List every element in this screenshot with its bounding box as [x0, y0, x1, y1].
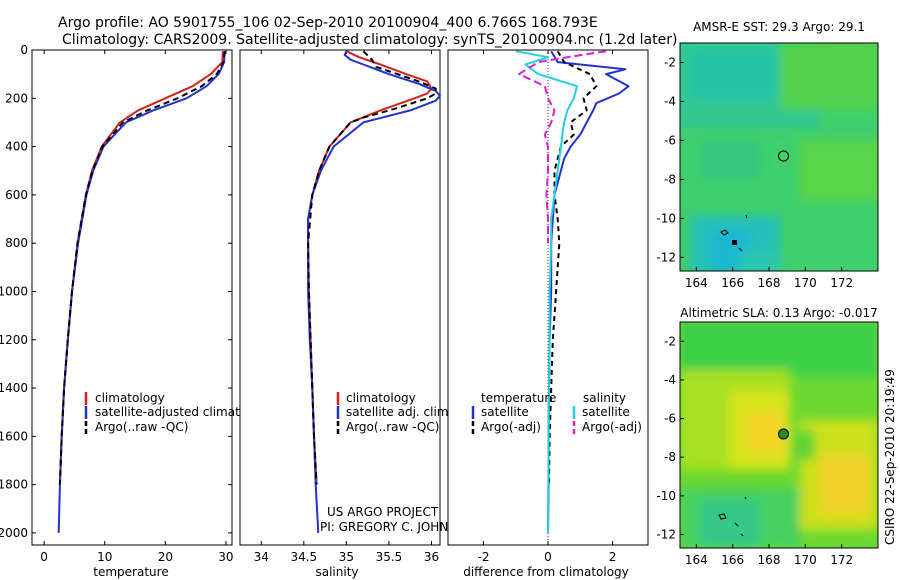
series-line-temperature-argo [548, 50, 598, 485]
legend-label-satellite: satellite-adjusted climatology [95, 405, 273, 419]
salinity-series [307, 50, 441, 533]
figure-title-line1: Argo profile: AO 5901755_106 02-Sep-2010… [58, 15, 598, 31]
map-y-tick-label: -6 [664, 412, 676, 426]
map-y-tick-label: -10 [656, 211, 676, 225]
temperature-xlabel: temperature [93, 565, 168, 579]
x-tick-label: 0 [40, 550, 48, 564]
x-tick-label: 34 [254, 550, 269, 564]
legend-label-satellite: satellite adj. clim. [346, 405, 452, 419]
sla-map-title: Altimetric SLA: 0.13 Argo: -0.017 [680, 306, 877, 320]
map-y-tick-label: -10 [656, 489, 676, 503]
legend-label-sal-satellite: satellite [582, 405, 630, 419]
legend-label-argo: Argo(..raw -QC) [95, 420, 188, 434]
map-x-tick-label: 164 [685, 553, 708, 567]
legend-header-salinity: salinity [583, 391, 626, 405]
sla-map-panel: Altimetric SLA: 0.13 Argo: -0.017 164 166… [656, 306, 879, 567]
map-y-tick-label: -12 [656, 250, 676, 264]
y-tick-label: 1000 [0, 284, 28, 298]
salinity-legend: climatology satellite adj. clim. Argo(..… [336, 391, 452, 434]
map-x-tick-label: 170 [794, 276, 817, 290]
x-tick-label: 35 [339, 550, 354, 564]
y-tick-label: 800 [5, 236, 28, 250]
argo-location-marker [778, 150, 789, 162]
sst-map-panel: AMSR-E SST: 29.3 Argo: 29.1 164 166 168 170… [656, 20, 879, 290]
legend-label-argo: Argo(..raw -QC) [346, 420, 439, 434]
difference-x-axis: -2 0 2 [477, 50, 616, 564]
salinity-panel: 34 34.5 35 35.5 36 salinity climatology sate… [239, 49, 474, 579]
project-credit: US ARGO PROJECT [327, 505, 439, 519]
y-tick-label: 600 [5, 188, 28, 202]
x-tick-label: 30 [218, 550, 233, 564]
salinity-axes-frame [239, 49, 441, 546]
map-x-tick-label: 168 [758, 553, 781, 567]
map-x-tick-label: 172 [830, 276, 853, 290]
y-tick-label: 1600 [0, 429, 28, 443]
x-tick-label: 2 [609, 550, 617, 564]
argo-location-marker [778, 428, 789, 440]
map-y-tick-label: -12 [656, 527, 676, 541]
y-tick-label: 200 [5, 91, 28, 105]
difference-xlabel: difference from climatology [463, 565, 629, 579]
sst-map-frame [679, 42, 879, 272]
map-y-tick-label: -4 [664, 373, 676, 387]
legend-label-climatology: climatology [346, 391, 416, 405]
temperature-axes-frame [31, 49, 233, 546]
y-tick-label: 2000 [0, 526, 28, 540]
map-y-tick-label: -2 [664, 55, 676, 69]
sla-map-x-axis: 164 166 168 170 172 [685, 544, 853, 567]
sst-map-y-axis: -2 -4 -6 -8 -10 -12 [656, 55, 684, 264]
legend-label-climatology: climatology [95, 391, 165, 405]
legend-label-temp-satellite: satellite [481, 405, 529, 419]
map-y-tick-label: -4 [664, 94, 676, 108]
x-tick-label: 20 [158, 550, 173, 564]
salinity-xlabel: salinity [315, 565, 358, 579]
legend-label-sal-argo: Argo(-adj) [582, 420, 642, 434]
sst-map-x-axis: 164 166 168 170 172 [685, 267, 853, 290]
x-tick-label: 35.5 [376, 550, 403, 564]
difference-legend: temperature salinity satellite Argo(-adj… [471, 391, 642, 434]
map-x-tick-label: 172 [830, 553, 853, 567]
sla-map-frame [679, 321, 879, 549]
x-tick-label: 34.5 [290, 550, 317, 564]
difference-series [515, 50, 630, 533]
map-x-tick-label: 166 [721, 553, 744, 567]
sla-map-y-axis: -2 -4 -6 -8 -10 -12 [656, 334, 684, 541]
y-tick-label: 1200 [0, 333, 28, 347]
temperature-x-axis: 0 10 20 30 [40, 50, 234, 564]
salinity-x-axis: 34 34.5 35 35.5 36 [254, 50, 439, 564]
x-tick-label: 36 [424, 550, 439, 564]
difference-panel: -2 0 2 difference from climatology tempera… [447, 49, 649, 579]
map-y-tick-label: -6 [664, 133, 676, 147]
pi-credit: PI: GREGORY C. JOHNSON [320, 520, 474, 534]
y-tick-label: 1400 [0, 381, 28, 395]
series-line-argo [307, 50, 437, 485]
series-line-salinity-satellite [515, 50, 578, 533]
map-x-tick-label: 164 [685, 276, 708, 290]
map-x-tick-label: 168 [758, 276, 781, 290]
map-y-tick-label: -8 [664, 172, 676, 186]
temperature-series [57, 51, 226, 533]
series-line-salinity-argo [518, 50, 607, 244]
series-line-argo [58, 51, 226, 485]
legend-label-temp-argo: Argo(-adj) [481, 420, 541, 434]
x-tick-label: -2 [477, 550, 489, 564]
timestamp-stamp: CSIRO 22-Sep-2010 20:19:49 [883, 369, 897, 545]
sst-map-title: AMSR-E SST: 29.3 Argo: 29.1 [693, 20, 865, 34]
y-tick-label: 1800 [0, 478, 28, 492]
y-tick-label: 400 [5, 140, 28, 154]
sst-map-image [680, 43, 878, 271]
map-x-tick-label: 166 [721, 276, 744, 290]
figure-title-line2: Climatology: CARS2009. Satellite-adjuste… [62, 32, 677, 48]
map-x-tick-label: 170 [794, 553, 817, 567]
map-y-tick-label: -8 [664, 450, 676, 464]
x-tick-label: 0 [544, 550, 552, 564]
x-tick-label: 10 [97, 550, 112, 564]
y-tick-label: 0 [20, 43, 28, 57]
legend-header-temperature: temperature [481, 391, 556, 405]
temperature-legend: climatology satellite-adjusted climatolo… [84, 391, 273, 434]
map-y-tick-label: -2 [664, 334, 676, 348]
